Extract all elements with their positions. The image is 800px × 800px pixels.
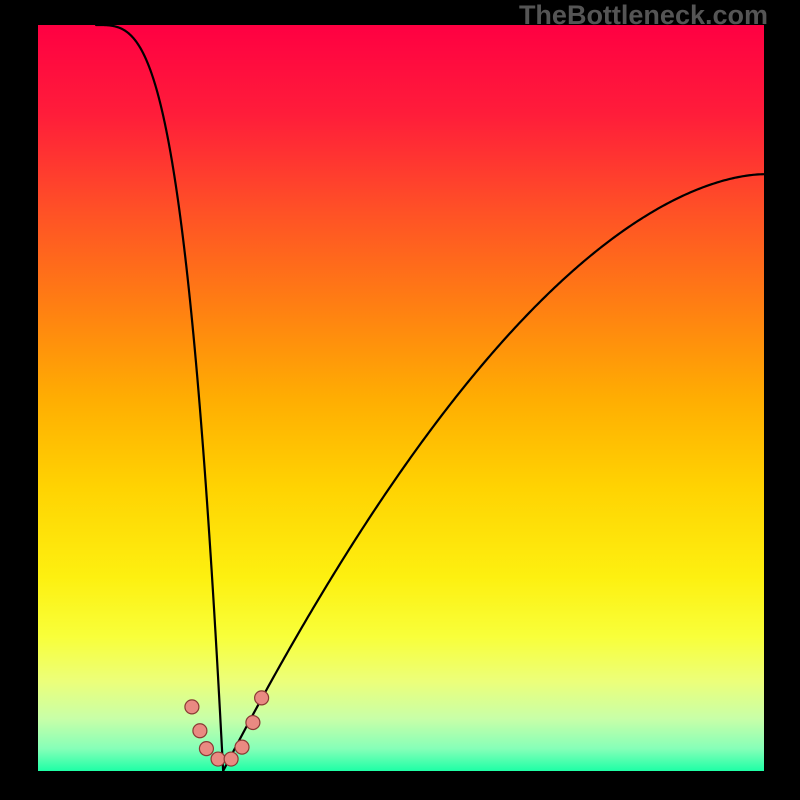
data-dot [255,691,269,705]
data-dot [235,740,249,754]
data-dot [224,752,238,766]
data-dot [199,742,213,756]
data-dot [211,752,225,766]
plot-area [38,25,764,771]
watermark-text: TheBottleneck.com [519,0,768,31]
data-dot [193,724,207,738]
chart-container: TheBottleneck.com [0,0,800,800]
gradient-background [38,25,764,771]
data-dot [246,716,260,730]
data-dot [185,700,199,714]
